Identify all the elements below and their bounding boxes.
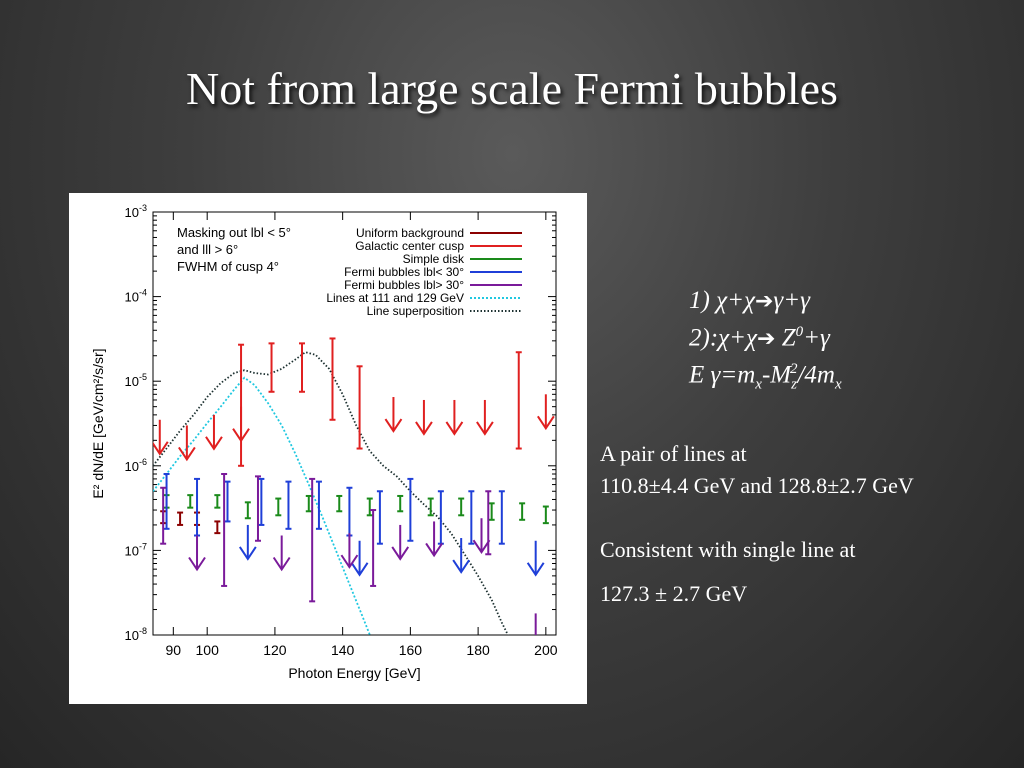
annotation-text: and lll > 6° (177, 242, 238, 257)
annihilation-equations: 1) χ+χ➔γ+γ 2):χ+χ➔ Z0+γ E γ=mx-Mz2/4mx (689, 285, 842, 401)
chart-panel: 10-3 10-4 10-5 10-6 10-7 10-8 90 100 120 140 160 18… (69, 193, 587, 704)
equation-z-gamma: 2):χ+χ➔ Z0+γ (689, 317, 842, 354)
eq3-sub1: x (755, 376, 762, 393)
legend-label: Galactic center cusp (355, 239, 464, 253)
y-tick-label: 10-3 (125, 203, 147, 220)
y-tick-label: 10-6 (125, 457, 147, 474)
single-line-value: 127.3 ± 2.7 GeV (600, 581, 748, 606)
pair-lines-label: A pair of lines at (600, 441, 747, 466)
eq1-suffix: γ+γ (773, 287, 810, 314)
plot-frame (152, 211, 557, 636)
eq2-mid: Z (775, 324, 796, 352)
upper-limit-arrowhead (537, 415, 555, 431)
arrow-icon: ➔ (754, 289, 774, 314)
eq3-a: E γ=m (689, 361, 756, 389)
upper-limit-arrowhead (205, 436, 223, 451)
consistent-label: Consistent with single line at (600, 537, 856, 562)
legend-label: Fermi bubbles lbl< 30° (344, 265, 464, 279)
y-tick-label: 10-4 (125, 288, 147, 305)
upper-limit-arrowhead (472, 539, 491, 555)
upper-limit-arrowhead (452, 559, 471, 574)
upper-limit-arrowhead (340, 554, 359, 569)
equation-energy: E γ=mx-Mz2/4mx (689, 354, 842, 400)
arrow-icon: ➔ (757, 326, 776, 352)
x-tick-label: 100 (196, 642, 220, 658)
x-tick-label: 180 (466, 642, 490, 658)
equation-gamma-gamma: 1) χ+χ➔γ+γ (689, 285, 842, 317)
model-curve (153, 351, 509, 635)
upper-limit-arrowhead (384, 418, 403, 433)
upper-limit-arrowhead (350, 562, 369, 577)
upper-limit-arrowhead (425, 542, 443, 558)
eq3-sub2: z (791, 376, 797, 393)
upper-limit-arrowhead (415, 421, 433, 436)
eq3-c: /4m (797, 361, 835, 389)
legend-label: Lines at 111 and 129 GeV (326, 291, 464, 305)
annotation-text: Masking out lbl < 5° (177, 225, 291, 240)
upper-limit-arrowhead (188, 556, 206, 572)
y-axis-label: E² dN/dE [GeV/cm²/s/sr] (90, 348, 106, 498)
gamma-ray-spectrum-chart: 10-3 10-4 10-5 10-6 10-7 10-8 90 100 120 140 160 18… (90, 203, 558, 681)
upper-limit-arrowhead (476, 421, 494, 436)
upper-limit-arrowhead (272, 556, 291, 572)
upper-limit-arrowhead (178, 446, 196, 462)
x-tick-label: 140 (331, 642, 355, 658)
upper-limit-arrowhead (526, 562, 545, 577)
eq1-prefix: 1) χ+χ (689, 287, 755, 314)
upper-limit-arrowhead (238, 546, 257, 561)
x-tick-label: 120 (263, 642, 287, 658)
y-tick-label: 10-8 (125, 626, 147, 643)
legend-label: Line superposition (367, 304, 464, 318)
plot-area (153, 337, 555, 635)
eq3-b: -M (761, 361, 792, 389)
x-axis-label: Photon Energy [GeV] (288, 665, 420, 681)
x-tick-label: 200 (534, 642, 558, 658)
eq3-sup: 2 (789, 361, 798, 378)
pair-lines-values: 110.8±4.4 GeV and 128.8±2.7 GeV (600, 473, 914, 498)
eq2-suffix: +γ (803, 324, 830, 352)
legend-label: Fermi bubbles lbl> 30° (344, 278, 464, 292)
eq2-sup: 0 (795, 324, 804, 340)
legend-label: Uniform background (356, 226, 464, 240)
eq2-prefix: 2):χ+χ (689, 324, 758, 352)
model-curve (153, 376, 371, 635)
upper-limit-arrowhead (391, 546, 410, 561)
y-tick-label: 10-5 (125, 372, 147, 389)
x-tick-label: 160 (399, 642, 423, 658)
y-tick-label: 10-7 (125, 541, 147, 558)
upper-limit-arrowhead (153, 441, 169, 456)
x-tick-label: 90 (166, 642, 182, 658)
slide-title: Not from large scale Fermi bubbles (186, 63, 838, 114)
upper-limit-arrowhead (232, 428, 250, 443)
eq3-sub3: x (834, 376, 842, 393)
annotation-text: FWHM of cusp 4° (177, 259, 279, 274)
legend-label: Simple disk (403, 252, 465, 266)
upper-limit-arrowhead (445, 421, 464, 436)
